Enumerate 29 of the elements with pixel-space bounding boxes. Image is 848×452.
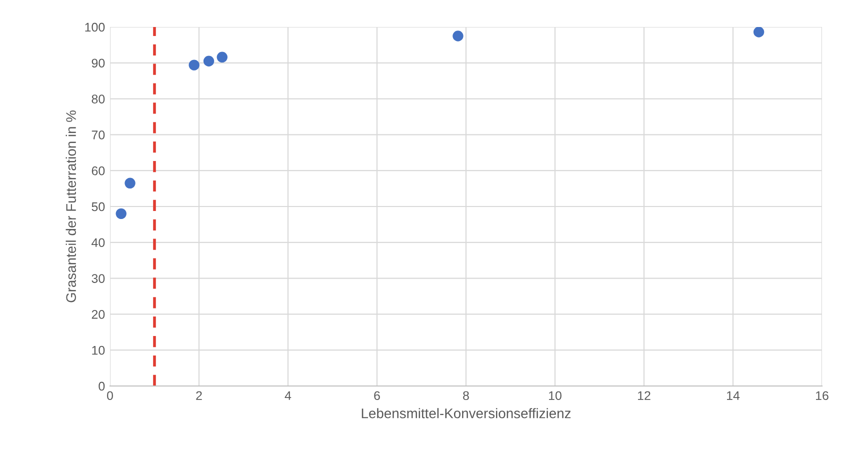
y-tick-label: 90 [92, 58, 105, 68]
y-tick-label: 40 [92, 238, 105, 248]
x-tick-label: 2 [196, 391, 202, 400]
x-tick-label: 0 [107, 391, 113, 400]
x-tick-label: 14 [727, 391, 740, 400]
x-tick-label: 12 [638, 391, 650, 400]
y-tick-label: 0 [98, 382, 105, 391]
x-tick-label: 16 [816, 391, 828, 400]
point [452, 30, 464, 42]
x-axis-title: Lebensmittel-Konversionseffizienz [362, 408, 571, 418]
x-tick-label: 8 [463, 391, 469, 400]
x-tick-label: 4 [284, 391, 292, 400]
x-tick-label: 10 [549, 391, 562, 400]
y-tick-label: 10 [92, 346, 105, 355]
y-tick-label: 60 [92, 166, 105, 176]
x-tick-label: 6 [374, 391, 380, 400]
point [116, 208, 126, 220]
y-tick-label: 100 [85, 22, 105, 32]
point [124, 178, 136, 189]
y-tick-label: 70 [92, 130, 105, 140]
y-tick-label: 30 [92, 274, 105, 283]
y-tick-label: 80 [92, 94, 105, 104]
point [188, 60, 200, 70]
point [753, 27, 764, 38]
y-tick-label: 20 [92, 310, 105, 319]
point [216, 52, 228, 63]
y-axis-title: Grasanteil der Futterration in % [66, 110, 76, 302]
y-tick-label: 50 [92, 202, 105, 212]
point [203, 56, 214, 66]
